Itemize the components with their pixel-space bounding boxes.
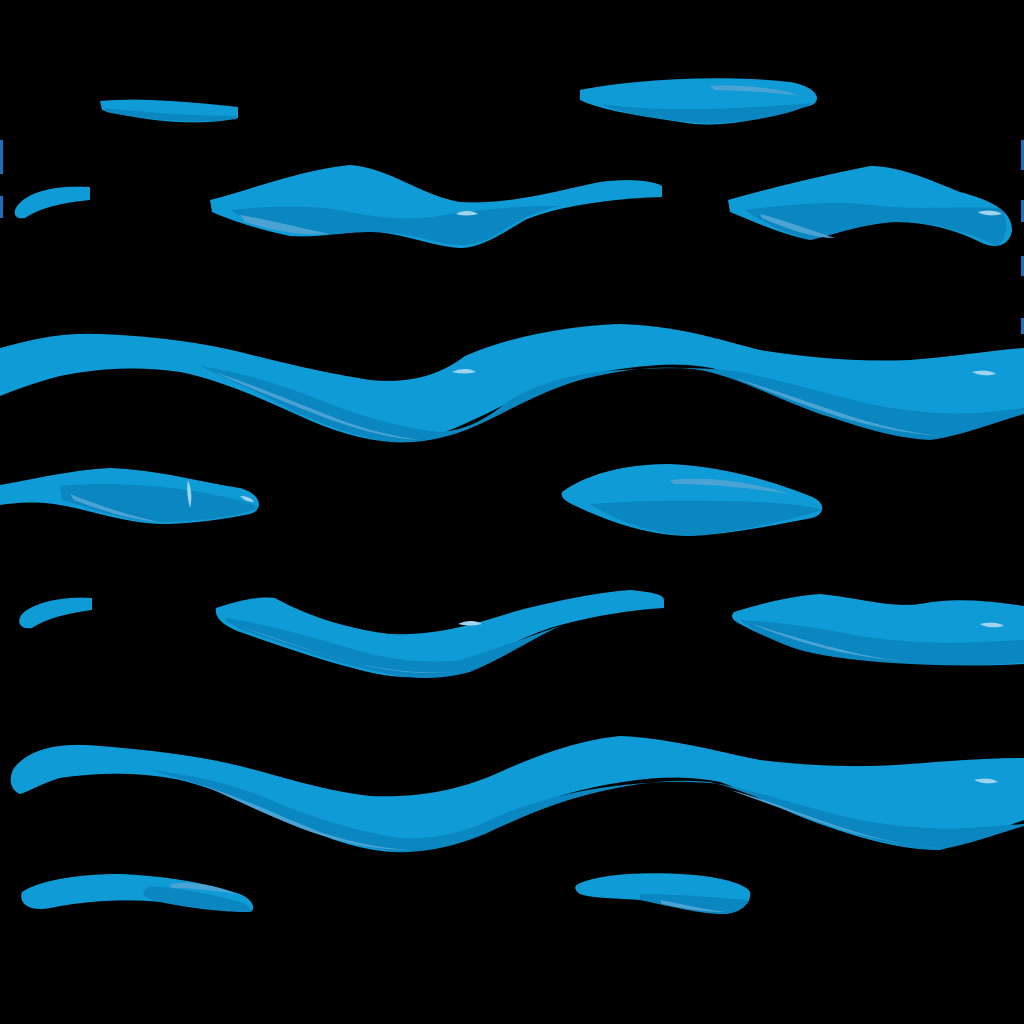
wave-droplet-left-edge-1 (14, 186, 90, 219)
wave-droplet-bottom-right (575, 873, 751, 914)
wave-droplet-top-right (580, 78, 817, 125)
wave-droplet-row4-right (561, 464, 823, 536)
edge-slivers (0, 140, 1024, 334)
wave-droplet-row4-left (0, 468, 259, 524)
wave-crest-row5-center (215, 590, 665, 678)
wave-large-row6 (10, 736, 1024, 853)
wave-crest-row2-center (210, 165, 662, 248)
wave-droplet-bottom-left (21, 874, 254, 912)
wave-large-row3 (0, 324, 1024, 443)
wave-droplet-left-edge-2 (19, 597, 93, 629)
wave-crest-row5-right (732, 594, 1024, 666)
wave-crest-row2-right (728, 166, 1012, 246)
wave-droplet-top-left (100, 99, 238, 123)
